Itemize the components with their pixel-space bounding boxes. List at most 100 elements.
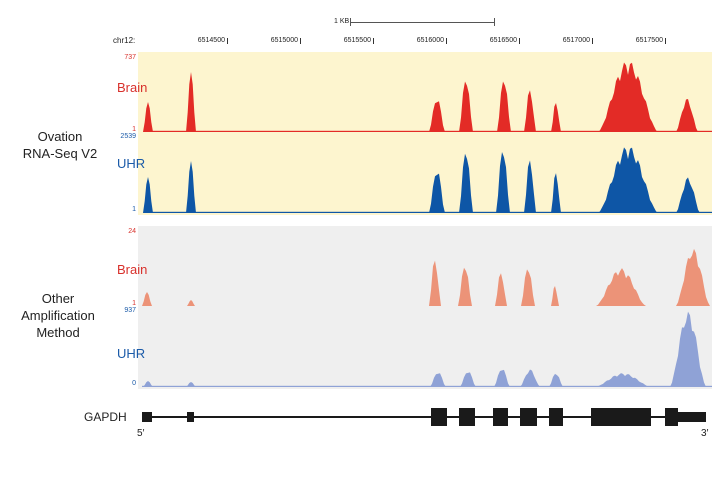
track-label-brain: Brain (117, 80, 148, 95)
ruler-tick (592, 38, 593, 44)
coverage-peak (676, 248, 710, 306)
track-min-value: 1 (132, 300, 136, 307)
coverage-peak (459, 81, 473, 132)
coverage-peak (520, 369, 540, 387)
group-label-line: Ovation (37, 129, 83, 144)
three-prime-label: 3′ (701, 428, 709, 439)
coverage-peak (429, 260, 441, 306)
coverage-peak (186, 72, 196, 132)
track-max-value: 2539 (120, 133, 136, 140)
coverage-peak (496, 152, 510, 213)
track-max-value: 24 (128, 228, 136, 235)
other-panel: 24 1 937 0 Brain UHR (117, 226, 712, 389)
gene-exon (493, 408, 508, 426)
ruler-tick-label: 6516500 (489, 37, 517, 44)
coverage-peak (497, 81, 511, 132)
coverage-baseline (144, 211, 712, 213)
coverage-peak (458, 267, 472, 306)
gene-exon (549, 408, 563, 426)
group-label-line: Method (36, 325, 80, 340)
coverage-peak (524, 90, 536, 132)
gene-exon (459, 408, 475, 426)
gene-utr (142, 412, 152, 422)
coverage-peak (670, 311, 706, 387)
coverage-peak (521, 269, 535, 306)
coverage-peak (551, 103, 561, 132)
ruler-tick-label: 6515000 (270, 37, 298, 44)
gene-exon (431, 408, 447, 426)
ruler-tick-label: 6517000 (562, 37, 590, 44)
panel-background (138, 226, 712, 389)
ruler-tick-label: 6517500 (635, 37, 663, 44)
ovation-coverage-svg (143, 62, 712, 213)
ovation-panel: 737 1 2539 1 Brain UHR (117, 52, 712, 215)
five-prime-label: 5′ (137, 428, 145, 439)
group-label-ovation: Ovation RNA-Seq V2 (0, 128, 120, 162)
scale-bar-right-cap (494, 18, 495, 26)
gene-name: GAPDH (84, 410, 127, 424)
ruler-tick (665, 38, 666, 44)
track-label-uhr: UHR (117, 156, 146, 171)
coverage-peak (595, 373, 651, 387)
track-label-brain: Brain (117, 262, 148, 277)
coverage-peak (142, 292, 152, 306)
coverage-peak (524, 160, 536, 213)
coverage-peak (494, 369, 510, 387)
coverage-peak (429, 101, 445, 132)
coverage-peak (676, 177, 700, 213)
coverage-peak (549, 373, 563, 387)
uhr-coverage-track (142, 311, 712, 387)
coverage-peak (551, 173, 561, 213)
coverage-peak (430, 373, 446, 387)
coverage-peak (143, 381, 153, 387)
ruler-tick (446, 38, 447, 44)
coverage-peak (459, 153, 473, 213)
ruler-tick (373, 38, 374, 44)
track-min-value: 0 (132, 380, 136, 387)
coverage-peak (143, 102, 153, 132)
other-coverage-svg (142, 248, 712, 387)
group-label-line: Amplification (21, 308, 95, 323)
scale-bar (350, 22, 495, 23)
brain-coverage-track (142, 248, 710, 306)
track-max-value: 737 (124, 54, 136, 61)
ruler-tick-label: 6515500 (343, 37, 371, 44)
coverage-peak (495, 273, 507, 306)
coverage-peak (596, 268, 646, 306)
gene-exon (591, 408, 651, 426)
ruler-tick (300, 38, 301, 44)
coverage-peak (429, 173, 445, 213)
scale-label: 1 KB (334, 18, 350, 25)
track-max-value: 937 (124, 307, 136, 314)
brain-coverage-track (143, 62, 712, 132)
coverage-peak (460, 372, 476, 387)
coverage-peak (186, 161, 196, 213)
coverage-peak (143, 177, 153, 213)
track-min-value: 1 (132, 126, 136, 133)
track-min-value: 1 (132, 206, 136, 213)
gene-utr (678, 412, 706, 422)
uhr-coverage-track (143, 147, 712, 213)
group-label-line: Other (41, 291, 75, 306)
scale-bar-left-cap (350, 18, 351, 26)
gene-utr (187, 412, 194, 422)
coverage-baseline (144, 130, 712, 132)
group-label-line: RNA-Seq V2 (22, 146, 98, 161)
ruler-tick (519, 38, 520, 44)
ruler-tick-label: 6516000 (416, 37, 444, 44)
coverage-baseline (142, 385, 712, 387)
coverage-peak (598, 147, 658, 213)
ruler-tick-label: 6514500 (197, 37, 225, 44)
chrom-label: chr12: (113, 36, 136, 45)
gene-exon (520, 408, 537, 426)
coverage-peak (676, 99, 698, 132)
group-label-other: Other Amplification Method (0, 290, 118, 341)
ruler-tick (227, 38, 228, 44)
gene-exon (665, 408, 678, 426)
track-label-uhr: UHR (117, 346, 146, 361)
coverage-peak (187, 300, 195, 306)
coverage-peak (598, 62, 658, 132)
coverage-peak (186, 382, 196, 387)
coverage-peak (551, 286, 559, 306)
